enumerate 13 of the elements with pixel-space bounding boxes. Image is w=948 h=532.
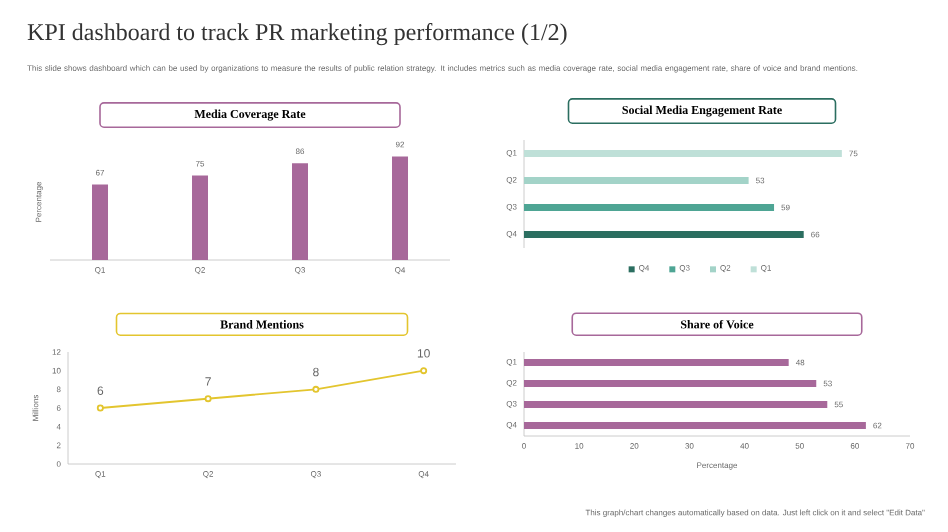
- bar: [524, 359, 789, 367]
- bar: [524, 401, 828, 409]
- point: [204, 395, 212, 403]
- text: KPI dashboard to track PR marketing performance (1/2): [27, 23, 567, 46]
- bar: [192, 175, 209, 261]
- point: [96, 404, 104, 412]
- bar: [524, 422, 866, 430]
- bar: [524, 380, 817, 388]
- bar: [392, 156, 409, 261]
- point: [420, 367, 428, 375]
- bar: [92, 184, 109, 261]
- bar: [292, 163, 308, 261]
- point: [312, 385, 320, 393]
